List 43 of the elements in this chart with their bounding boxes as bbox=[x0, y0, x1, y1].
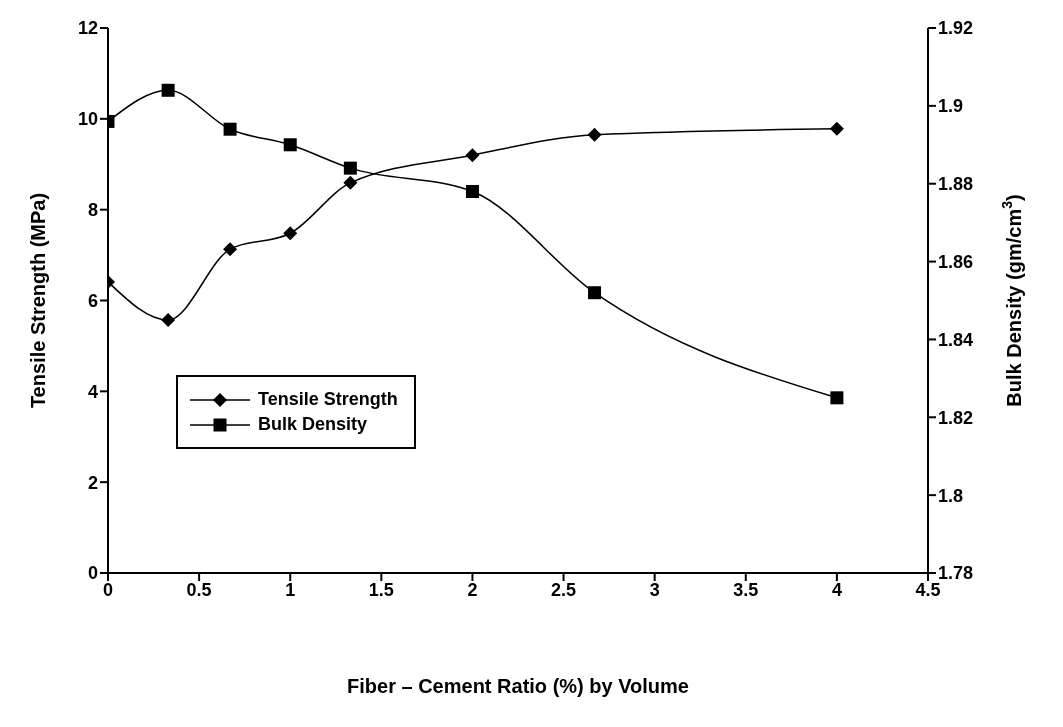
point bbox=[343, 175, 358, 190]
point bbox=[283, 138, 297, 152]
point bbox=[161, 313, 176, 328]
point bbox=[223, 242, 238, 257]
x-tick-label: 3.5 bbox=[733, 579, 759, 600]
point bbox=[283, 226, 298, 241]
x-axis-title: Fiber – Cement Ratio (%) by Volume bbox=[347, 675, 689, 697]
x-tick-label: 3 bbox=[649, 579, 660, 600]
y2-tick-label: 1.78 bbox=[938, 563, 974, 584]
y2-tick-label: 1.84 bbox=[938, 329, 974, 350]
x-tick-label: 1.5 bbox=[368, 579, 394, 600]
point bbox=[223, 122, 237, 136]
legend-label: Tensile Strength bbox=[258, 389, 398, 410]
y2-tick-label: 1.88 bbox=[938, 174, 974, 195]
y-tick-label: 6 bbox=[87, 290, 98, 311]
y2-tick-label: 1.86 bbox=[938, 251, 974, 272]
point bbox=[465, 148, 480, 163]
x-tick-label: 2.5 bbox=[551, 579, 577, 600]
y-tick-label: 4 bbox=[87, 381, 98, 402]
y2-tick-label: 1.9 bbox=[938, 96, 964, 117]
y-tick-label: 10 bbox=[77, 109, 98, 130]
x-tick-label: 2 bbox=[467, 579, 478, 600]
y2-tick-label: 1.92 bbox=[938, 18, 974, 39]
x-tick-label: 0.5 bbox=[186, 579, 212, 600]
x-tick-label: 0 bbox=[102, 579, 114, 600]
y-tick-label: 2 bbox=[87, 472, 98, 493]
point bbox=[161, 83, 175, 97]
y2-tick-label: 1.82 bbox=[938, 407, 974, 428]
point bbox=[587, 127, 602, 142]
y-axis-title: Tensile Strength (MPa) bbox=[27, 192, 50, 409]
y2-tick-label: 1.8 bbox=[938, 485, 964, 506]
y-tick-label: 8 bbox=[87, 200, 98, 221]
legend-label: Bulk Density bbox=[258, 414, 368, 435]
point bbox=[829, 121, 844, 136]
y-tick-label: 0 bbox=[87, 563, 98, 584]
point bbox=[830, 391, 844, 405]
x-tick-label: 4.5 bbox=[915, 579, 941, 600]
x-tick-label: 4 bbox=[831, 579, 842, 600]
point bbox=[465, 185, 479, 198]
point bbox=[343, 161, 357, 175]
point bbox=[588, 286, 602, 300]
y-tick-label: 12 bbox=[77, 18, 98, 39]
x-tick-label: 1 bbox=[285, 579, 296, 600]
